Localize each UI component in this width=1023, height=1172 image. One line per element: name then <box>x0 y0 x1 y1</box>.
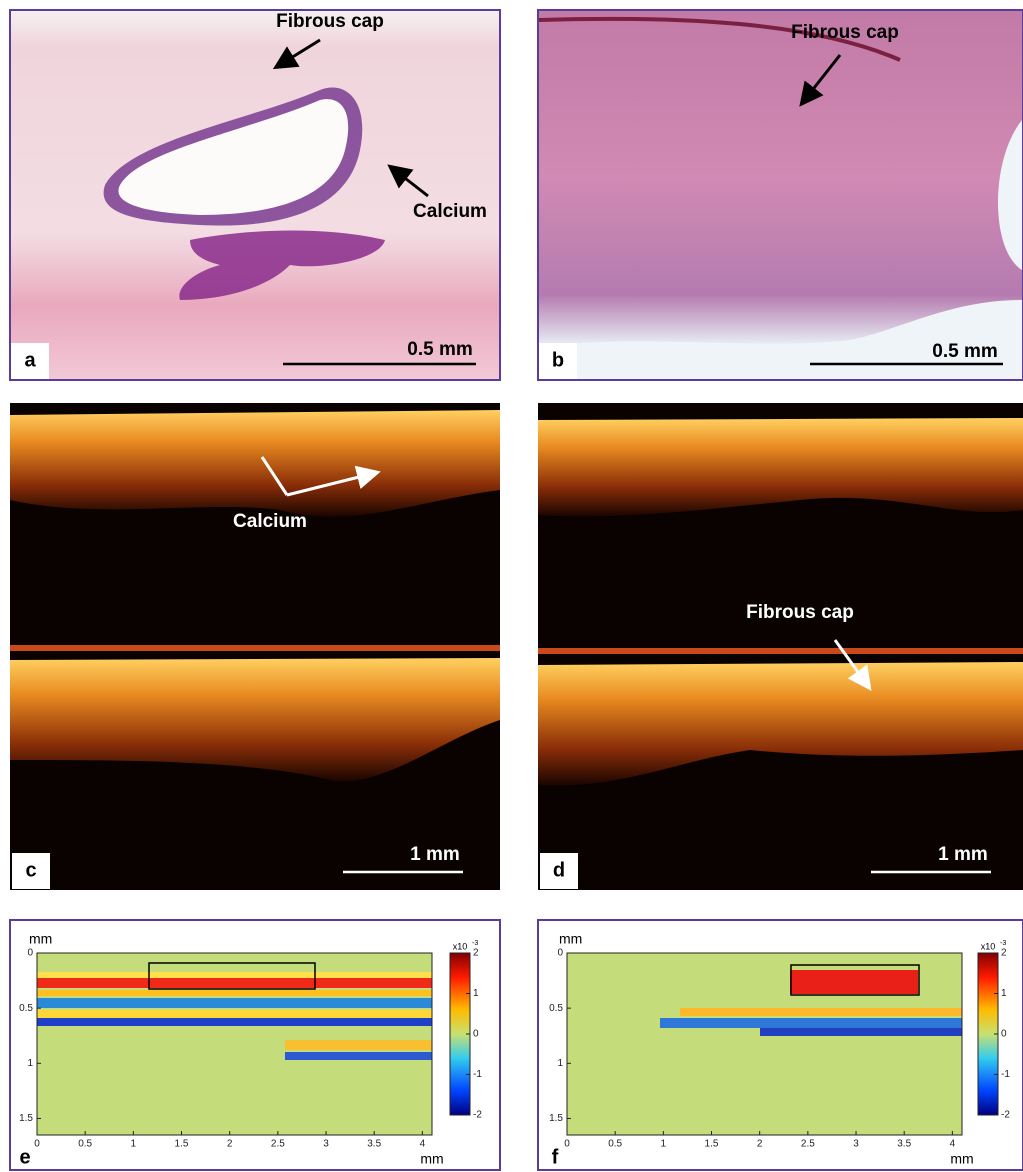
colorbar-tick-label: 1 <box>1001 988 1007 999</box>
panel-a <box>10 10 500 380</box>
y-unit: mm <box>29 931 52 947</box>
colorbar-tick-label: 1 <box>473 988 479 999</box>
x-tick-label: 1.5 <box>705 1139 719 1150</box>
colorbar-tick-label: 0 <box>1001 1029 1007 1040</box>
x-tick-label: 1 <box>661 1139 667 1150</box>
x-tick-label: 0.5 <box>608 1139 622 1150</box>
panel-b <box>538 10 1023 380</box>
x-unit: mm <box>420 1151 443 1167</box>
panel-letter: b <box>552 349 564 371</box>
heatmap-e <box>37 953 432 1135</box>
colorbar-tick-label: 0 <box>473 1029 479 1040</box>
colorbar-tick-label: -2 <box>473 1110 482 1121</box>
x-tick-label: 0 <box>564 1139 570 1150</box>
x-tick-label: 2.5 <box>271 1139 285 1150</box>
x-tick-label: 2 <box>757 1139 763 1150</box>
heatmap-f <box>567 953 962 1135</box>
x-tick-label: 2.5 <box>801 1139 815 1150</box>
x-tick-label: 1.5 <box>175 1139 189 1150</box>
annotation: Fibrous cap <box>276 11 384 32</box>
colorbar-multiplier: x10 <box>981 941 996 951</box>
colorbar-tick-label: -2 <box>1001 1110 1010 1121</box>
y-tick-label: 1.5 <box>19 1113 33 1124</box>
x-tick-label: 3 <box>323 1139 329 1150</box>
scale-bar-label: 1 mm <box>938 844 988 865</box>
x-tick-label: 3.5 <box>897 1139 911 1150</box>
x-tick-label: 2 <box>227 1139 233 1150</box>
x-tick-label: 3.5 <box>367 1139 381 1150</box>
colorbar-multiplier: x10 <box>453 941 468 951</box>
annotation: Fibrous cap <box>746 602 854 623</box>
y-tick-label: 1 <box>27 1058 33 1069</box>
scale-bar-label: 1 mm <box>410 844 460 865</box>
colorbar-tick-label: 2 <box>473 948 479 959</box>
panel-c <box>10 403 500 890</box>
x-tick-label: 0.5 <box>78 1139 92 1150</box>
x-unit: mm <box>950 1151 973 1167</box>
x-tick-label: 4 <box>420 1139 426 1150</box>
colorbar-tick-label: -1 <box>473 1069 482 1080</box>
x-tick-label: 1 <box>131 1139 137 1150</box>
y-unit: mm <box>559 931 582 947</box>
panel-d <box>538 403 1023 890</box>
scale-bar-label: 0.5 mm <box>407 339 472 360</box>
y-tick-label: 0.5 <box>549 1003 563 1014</box>
figure: a Fibrous cap Calcium 0.5 mm b Fibrous cap 0.5… <box>0 0 1023 1172</box>
panel-letter: e <box>19 1146 30 1168</box>
x-tick-label: 3 <box>853 1139 859 1150</box>
y-tick-label: 0 <box>557 948 563 959</box>
panel-letter: c <box>25 859 36 881</box>
x-tick-label: 4 <box>950 1139 956 1150</box>
y-tick-label: 1.5 <box>549 1113 563 1124</box>
scale-bar-label: 0.5 mm <box>932 341 997 362</box>
colorbar-exponent: -3 <box>1000 940 1006 947</box>
annotation: Calcium <box>413 201 487 222</box>
y-tick-label: 1 <box>557 1058 563 1069</box>
y-tick-label: 0.5 <box>19 1003 33 1014</box>
panel-letter: d <box>553 859 565 881</box>
x-tick-label: 0 <box>34 1139 40 1150</box>
annotation: Calcium <box>233 511 307 532</box>
colorbar-exponent: -3 <box>472 940 478 947</box>
colorbar-tick-label: 2 <box>1001 948 1007 959</box>
annotation: Fibrous cap <box>791 22 899 43</box>
panel-letter: f <box>552 1146 559 1168</box>
panel-letter: a <box>24 349 36 371</box>
y-tick-label: 0 <box>27 948 33 959</box>
colorbar-tick-label: -1 <box>1001 1069 1010 1080</box>
